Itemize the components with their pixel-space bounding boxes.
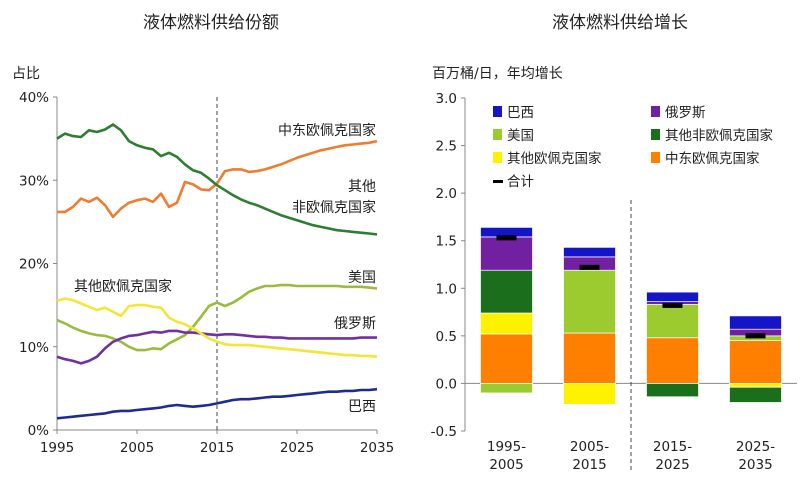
right-y-tick-label: 1.0 bbox=[436, 281, 457, 297]
left-x-tick-label: 2015 bbox=[200, 440, 234, 456]
category-label: 2005 bbox=[489, 457, 523, 473]
bar-segment-0-3 bbox=[729, 340, 782, 384]
series-label-opec_me: 中东欧佩克国家 bbox=[278, 122, 376, 139]
right-y-tick-label: 1.5 bbox=[436, 234, 457, 250]
bar-segment-3-3 bbox=[729, 386, 782, 403]
bar-segment-0-2 bbox=[646, 337, 699, 384]
category-label: 2015- bbox=[653, 439, 692, 455]
legend-swatch bbox=[651, 129, 660, 140]
right-bar-chart: -0.5 0.0 0.5 1.0 1.5 2.0 2.5 3.0 1995- 2005 2005- 2… bbox=[431, 91, 797, 473]
bar-segment-1-1 bbox=[563, 383, 616, 405]
legend-label: 合计 bbox=[507, 174, 534, 190]
left-x-tick-label: 2035 bbox=[360, 440, 394, 456]
series-line-us bbox=[56, 283, 378, 352]
category-label: 2035 bbox=[738, 457, 772, 473]
legend-swatch bbox=[651, 152, 660, 163]
legend-label: 其他欧佩克国家 bbox=[507, 150, 602, 167]
left-x-tick-label: 2025 bbox=[280, 440, 314, 456]
legend-swatch bbox=[493, 106, 502, 117]
series-label-us: 美国 bbox=[348, 270, 376, 286]
series-label-brazil: 巴西 bbox=[348, 399, 376, 415]
legend-label: 美国 bbox=[507, 128, 534, 144]
left-x-tick-label: 2005 bbox=[120, 440, 154, 456]
bar-segment-3-2 bbox=[646, 383, 699, 398]
left-y-tick-label: 0% bbox=[28, 423, 50, 439]
legend-swatch-total bbox=[493, 180, 503, 183]
legend-label: 巴西 bbox=[507, 105, 534, 121]
bar-segment-2-1 bbox=[563, 269, 616, 334]
total-marker-1 bbox=[579, 264, 600, 270]
right-y-tick-label: 0.5 bbox=[436, 329, 457, 345]
bar-segment-1-0 bbox=[480, 312, 533, 335]
total-marker-0 bbox=[496, 235, 517, 241]
bar-segment-0-0 bbox=[480, 333, 533, 384]
bar-segment-2-0 bbox=[480, 383, 533, 394]
total-marker-2 bbox=[662, 302, 683, 308]
series-label-other_nonopec: 非欧佩克国家 bbox=[292, 199, 376, 216]
bar-segment-5-1 bbox=[563, 247, 616, 258]
total-marker-3 bbox=[745, 333, 766, 339]
legend-swatch bbox=[493, 129, 502, 140]
category-label: 2015 bbox=[572, 457, 606, 473]
left-line-chart: 0% 10% 20% 30% 40% 1995 2005 2015 2025 2035 中东欧佩克国… bbox=[19, 90, 394, 456]
left-chart-title: 液体燃料供给份额 bbox=[143, 13, 279, 33]
left-chart-ylabel: 占比 bbox=[12, 66, 40, 82]
right-y-tick-label: 2.0 bbox=[436, 186, 457, 202]
category-label: 2025- bbox=[736, 439, 775, 455]
bar-segment-3-0 bbox=[480, 269, 533, 314]
right-chart-title: 液体燃料供给增长 bbox=[552, 13, 688, 33]
left-y-tick-label: 40% bbox=[19, 90, 49, 106]
bar-segment-0-1 bbox=[563, 332, 616, 384]
left-y-tick-label: 30% bbox=[19, 173, 49, 189]
category-label: 2025 bbox=[655, 457, 689, 473]
bar-segment-1-3 bbox=[729, 383, 782, 388]
left-y-tick-label: 20% bbox=[19, 257, 49, 273]
legend-label: 其他非欧佩克国家 bbox=[665, 127, 773, 144]
series-label-russia: 俄罗斯 bbox=[334, 316, 376, 332]
right-y-tick-label: 2.5 bbox=[436, 139, 457, 155]
right-y-tick-label: 3.0 bbox=[436, 91, 457, 107]
right-y-tick-label: 0.0 bbox=[436, 376, 457, 392]
left-y-tick-label: 10% bbox=[19, 340, 49, 356]
right-y-tick-label: -0.5 bbox=[431, 424, 457, 440]
series-line-other_nonopec bbox=[56, 123, 378, 236]
legend-label: 俄罗斯 bbox=[665, 105, 706, 121]
right-chart-ylabel: 百万桶/日，年均增长 bbox=[432, 66, 563, 82]
bar-segment-2-2 bbox=[646, 304, 699, 339]
left-x-tick-label: 1995 bbox=[40, 440, 74, 456]
series-line-brazil bbox=[56, 387, 378, 420]
category-label: 1995- bbox=[487, 439, 526, 455]
series-label-other_opec: 其他欧佩克国家 bbox=[74, 278, 172, 295]
legend-label: 中东欧佩克国家 bbox=[665, 150, 760, 167]
series-label-other_nonopec: 其他 bbox=[348, 179, 376, 195]
series-line-russia bbox=[56, 329, 377, 365]
legend-swatch bbox=[651, 106, 660, 117]
bar-segment-5-3 bbox=[729, 315, 782, 330]
legend-swatch bbox=[493, 152, 502, 163]
category-label: 2005- bbox=[570, 439, 609, 455]
bar-segment-5-2 bbox=[646, 291, 699, 302]
bar-segment-4-0 bbox=[480, 236, 533, 271]
series-line-other_opec bbox=[56, 297, 378, 358]
